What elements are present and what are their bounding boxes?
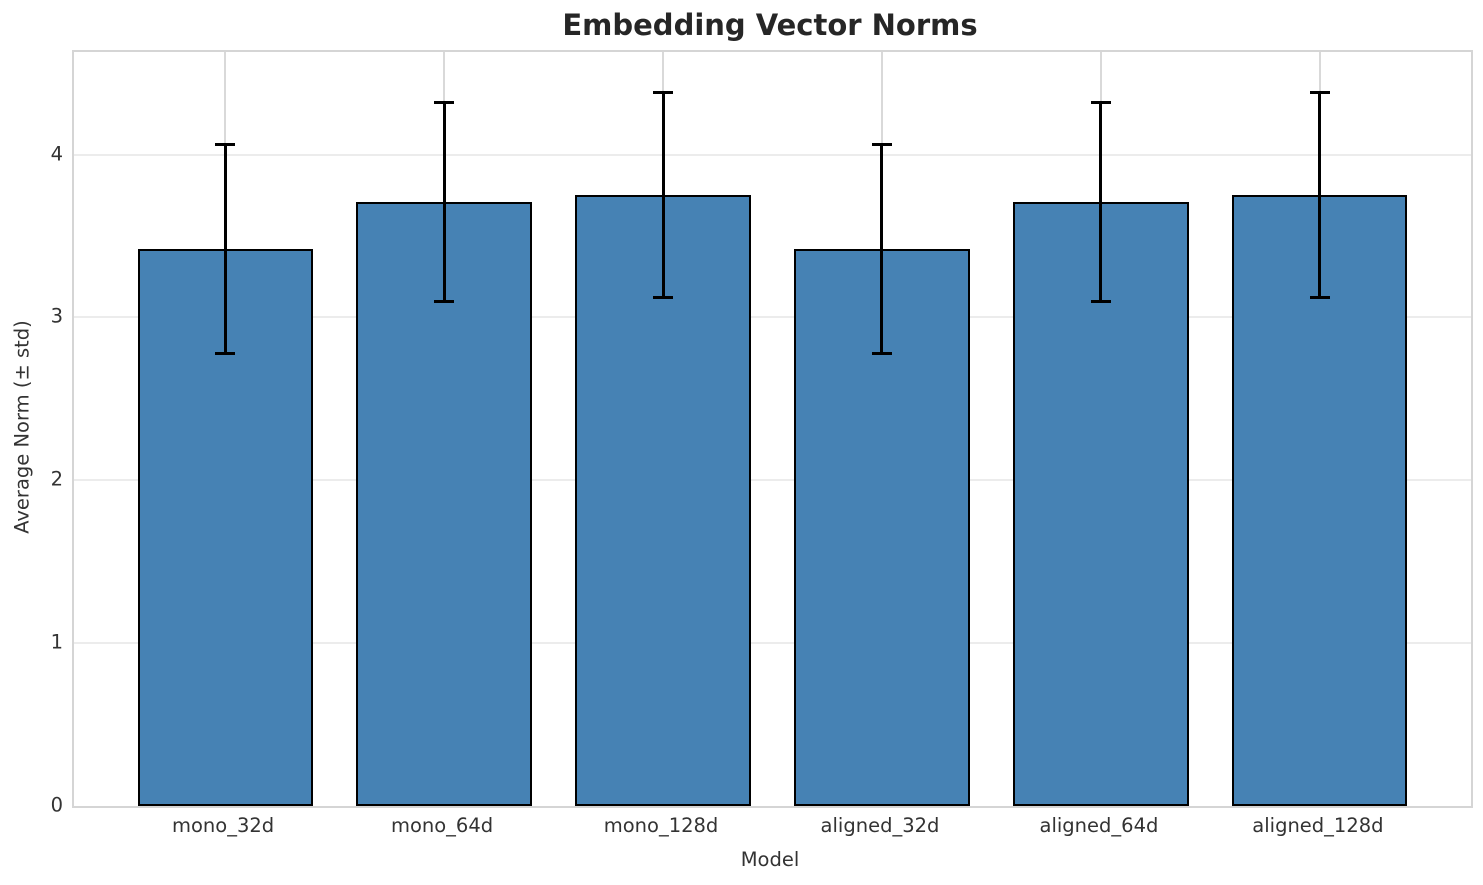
y-tick-label: 4 [50,142,63,166]
y-tick-label: 2 [50,467,63,491]
horizontal-gridline [74,153,1471,156]
horizontal-gridline [74,316,1471,319]
x-tick-label: mono_32d [172,814,275,837]
error-bar-cap-bottom [434,299,455,303]
x-tick-label: aligned_32d [820,814,940,837]
bar-aligned_128d [1232,195,1408,806]
horizontal-gridline [74,642,1471,645]
error-bar-cap-top [653,91,674,95]
error-bar-stem [880,144,884,354]
error-bar-cap-bottom [1090,299,1111,303]
plot-area [72,50,1473,808]
error-bar-cap-bottom [215,351,236,355]
x-axis-label: Model [740,848,800,871]
error-bar-cap-top [1309,91,1330,95]
chart-title: Embedding Vector Norms [562,8,978,42]
x-tick-label: mono_64d [390,814,494,837]
error-bar-cap-top [434,100,455,104]
error-bar-stem [1318,92,1322,298]
y-axis-label: Average Norm (± std) [10,320,34,534]
y-tick-label: 3 [50,304,63,328]
error-bar-cap-bottom [1309,296,1330,300]
error-bar-stem [442,102,446,302]
error-bar-stem [223,144,227,354]
x-tick-label: aligned_128d [1252,814,1384,837]
error-bar-stem [661,92,665,298]
error-bar-stem [1099,102,1103,302]
error-bar-cap-top [1090,100,1111,104]
error-bar-cap-bottom [871,351,892,355]
error-bar-cap-bottom [653,296,674,300]
bar-aligned_32d [794,249,970,806]
y-tick-label: 1 [50,630,63,654]
error-bar-cap-top [215,143,236,147]
x-tick-label: mono_128d [603,814,719,837]
horizontal-gridline [74,479,1471,482]
y-tick-label: 0 [50,793,63,817]
x-tick-label: aligned_64d [1039,814,1159,837]
error-bar-cap-top [871,143,892,147]
